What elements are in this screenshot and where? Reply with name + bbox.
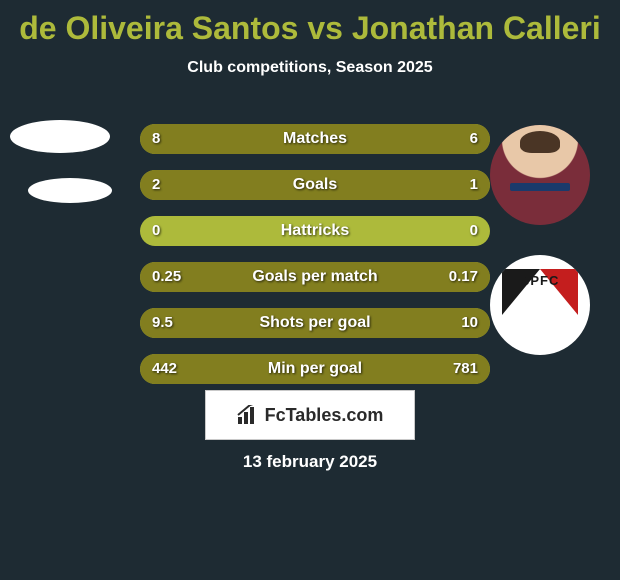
stat-label: Goals per match [140, 262, 490, 292]
stat-row: 00Hattricks [140, 216, 490, 246]
stat-row: 86Matches [140, 124, 490, 154]
stats-rows: 86Matches 21Goals 00Hattricks 0.250.17Goals… [140, 124, 490, 400]
page-subtitle: Club competitions, Season 2025 [0, 59, 620, 77]
left-club-crest-placeholder [28, 178, 112, 203]
source-logo: FcTables.com [205, 390, 415, 440]
crest-text: SPFC [490, 273, 590, 288]
date-text: 13 february 2025 [0, 452, 620, 472]
stat-label: Goals [140, 170, 490, 200]
stat-row: 9.510Shots per goal [140, 308, 490, 338]
stat-label: Hattricks [140, 216, 490, 246]
left-player-avatar-placeholder [10, 120, 110, 153]
stat-label: Matches [140, 124, 490, 154]
comparison-card: de Oliveira Santos vs Jonathan Calleri C… [0, 0, 620, 580]
bar-chart-icon [237, 405, 259, 425]
right-player-avatar [490, 125, 590, 225]
spfc-crest-icon: SPFC [490, 255, 590, 355]
stat-label: Min per goal [140, 354, 490, 384]
page-title: de Oliveira Santos vs Jonathan Calleri [0, 0, 620, 47]
stat-row: 0.250.17Goals per match [140, 262, 490, 292]
right-club-crest: SPFC [490, 255, 590, 355]
stat-label: Shots per goal [140, 308, 490, 338]
logo-text: FcTables.com [265, 405, 384, 426]
stat-row: 442781Min per goal [140, 354, 490, 384]
player-face-icon [490, 125, 590, 225]
stat-row: 21Goals [140, 170, 490, 200]
